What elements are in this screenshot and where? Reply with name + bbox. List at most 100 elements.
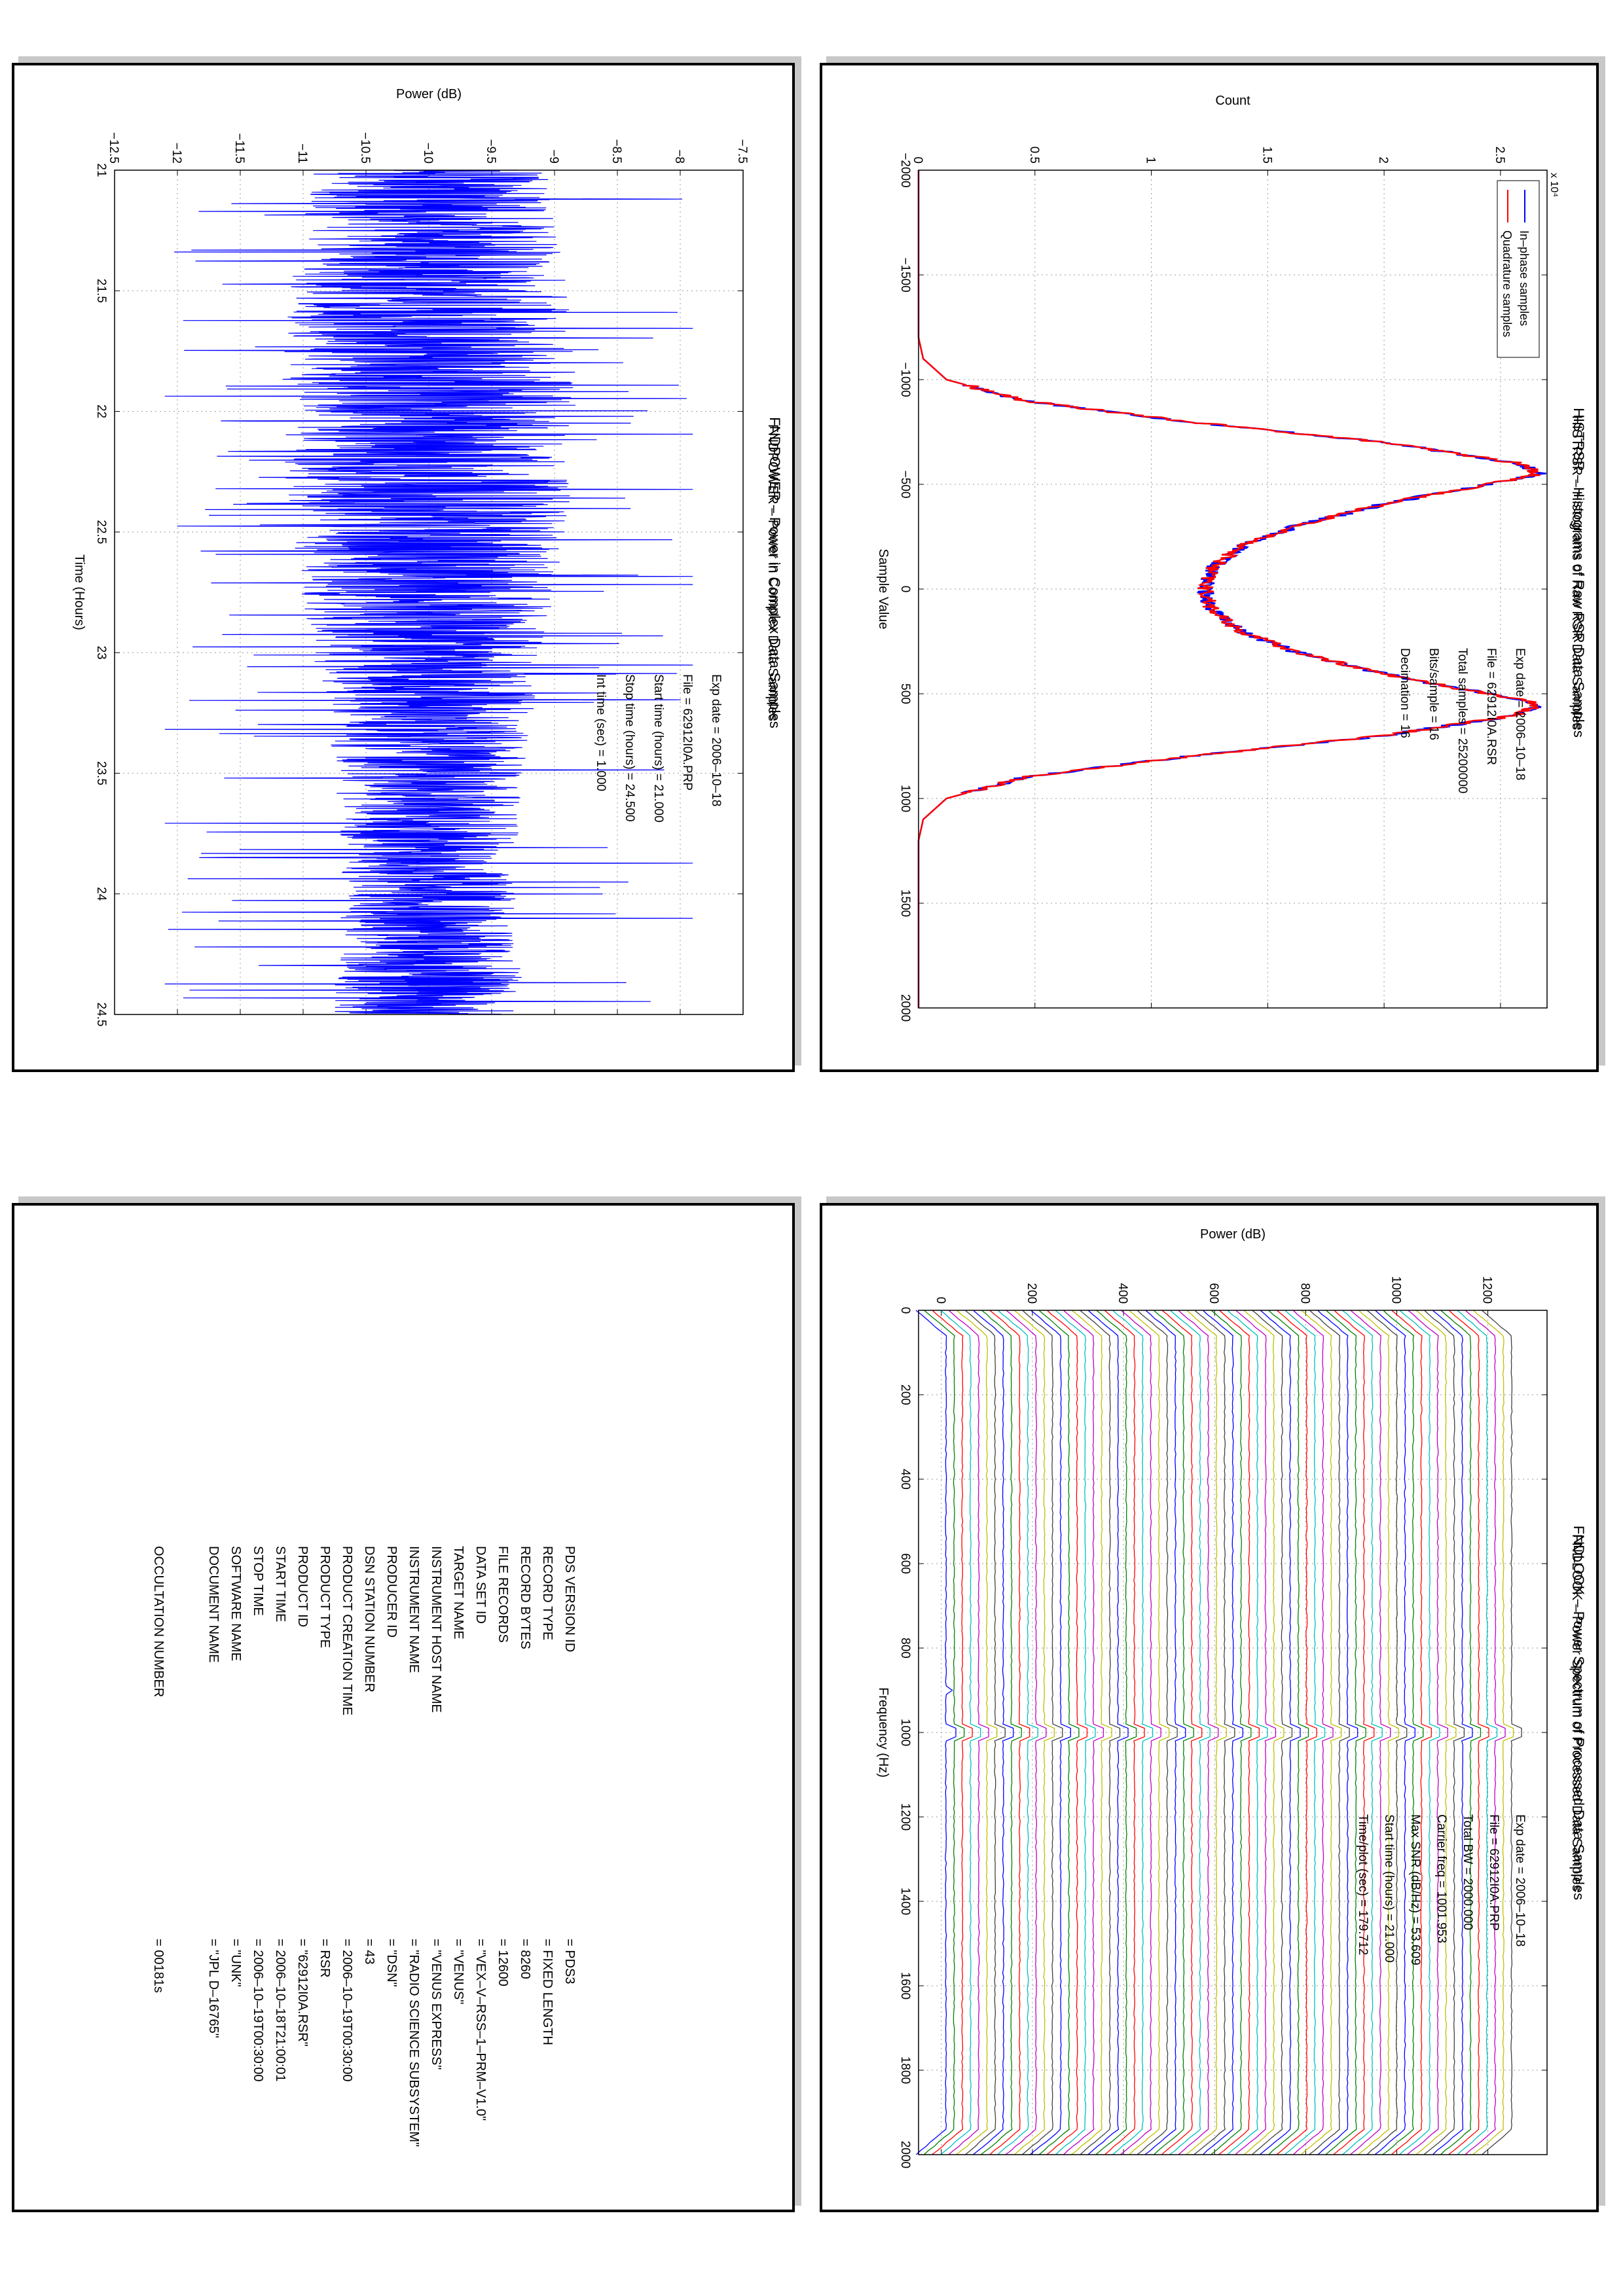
spectrum-line <box>1406 1310 1448 2155</box>
spectrum-line <box>1063 1310 1104 2155</box>
y-axis-label: Power (dB) <box>1200 1227 1266 1242</box>
x-tick-label: 1600 <box>898 1972 912 2000</box>
axes-box <box>918 1310 1548 2155</box>
spectrum-line <box>980 1310 1022 2155</box>
y-axis-label: Power (dB) <box>396 87 462 101</box>
spectrum-line <box>1227 1310 1268 2155</box>
label-field-name: PDS VERSION ID <box>562 1546 577 1653</box>
x-tick-label: 1400 <box>898 1888 912 1915</box>
info-line: Exp date = 2006–10–18 <box>709 674 723 806</box>
spectrum-line <box>1243 1310 1285 2155</box>
legend-label: In–phase samples <box>1518 230 1531 326</box>
x-axis-label: Sample Value <box>876 548 890 629</box>
spectrum-line <box>940 1310 981 2155</box>
spectrum-line <box>1235 1310 1277 2155</box>
y-tick-label: −9 <box>547 149 560 164</box>
spectrum-line <box>1186 1310 1227 2155</box>
fndpower-panel: FNDPOWER – Power in Complex Data Samples… <box>12 63 795 1072</box>
fndlook-panel: FNDLOOK – Power Spectrum of Processed Da… <box>820 1203 1599 2212</box>
label-field-name: DOCUMENT NAME <box>206 1546 221 1663</box>
x-tick-label: 500 <box>898 683 912 704</box>
label-field-value: = "RADIO SCIENCE SUBSYSTEM" <box>407 1939 421 2147</box>
spectra <box>915 1310 1522 2155</box>
y-tick-label: −11.5 <box>232 133 246 164</box>
spectrum-line <box>1129 1310 1170 2155</box>
label-field-value: = 43 <box>362 1939 376 1965</box>
label-field-name: OCCULTATION NUMBER <box>151 1546 166 1698</box>
plot-area <box>919 1310 1547 2155</box>
x-tick-label: −1500 <box>898 257 912 292</box>
x-tick-label: 2000 <box>898 2141 912 2168</box>
label-field-value: = "UNK" <box>228 1939 243 1987</box>
info-line: Start time (hours) = 21.000 <box>651 674 665 823</box>
x-tick-label: 24 <box>94 887 108 901</box>
spectrum-line <box>1309 1310 1350 2155</box>
x-tick-label: 1000 <box>898 1719 912 1746</box>
spectrum-line <box>1300 1310 1342 2155</box>
y-tick-label: 200 <box>1025 1283 1038 1304</box>
x-tick-label: 800 <box>898 1638 912 1659</box>
info-line: Decimation = 16 <box>1398 648 1412 738</box>
spectrum-line <box>1423 1310 1465 2155</box>
label-field-value: = 2006–10–19T00:30:00 <box>251 1939 265 2082</box>
spectrum-line <box>1457 1310 1498 2155</box>
label-field-value: = "DSN" <box>384 1939 399 1987</box>
y-tick-label: −10.5 <box>358 132 372 164</box>
label-field-name: RECORD BYTES <box>518 1546 532 1649</box>
histrsr-rotated-frame: HISTRSR – Histograms of Raw RSR Data Sam… <box>811 65 1596 1080</box>
spectrum-line <box>1087 1310 1129 2155</box>
x-tick-label: 400 <box>898 1469 912 1490</box>
power-series-line <box>164 170 693 1015</box>
info-line: Exp date = 2006–10–18 <box>1513 1814 1527 1946</box>
y-tick-label: −8.5 <box>610 139 623 164</box>
info-line: Int time (sec) = 1.000 <box>594 674 608 791</box>
label-field-value: = "VENUS" <box>451 1939 465 2005</box>
spectrum-line <box>1391 1310 1432 2155</box>
y-tick-label: 1 <box>1144 156 1158 164</box>
x-tick-label: 200 <box>898 1384 912 1405</box>
info-line: Carrier freq = 1001.953 <box>1434 1814 1448 1943</box>
info-line: File = 62912I0A.RSR <box>1484 648 1498 765</box>
y-tick-label: 1200 <box>1480 1276 1494 1304</box>
label-field-value: = 12600 <box>496 1939 510 1986</box>
histrsr-chart: −2000 −1500 −1000 −500 0 500 1000 1500 2000 0 0.5 1… <box>876 94 1584 1022</box>
spectrum-line <box>1013 1310 1055 2155</box>
spectrum-line <box>956 1310 998 2155</box>
spectrum-line <box>1374 1310 1415 2155</box>
fndlook-rotated-frame: FNDLOOK – Power Spectrum of Processed Da… <box>811 1206 1596 2220</box>
spectrum-line <box>1259 1310 1301 2155</box>
spectrum-line <box>1194 1310 1235 2155</box>
label-field-name: PRODUCER ID <box>384 1546 399 1638</box>
y-tick-label: 0 <box>911 156 924 164</box>
info-line: Start time (hours) = 21.000 <box>1382 1814 1396 1963</box>
spectrum-line <box>1415 1310 1457 2155</box>
spectrum-line <box>1440 1310 1482 2155</box>
label-field-value: = PDS3 <box>562 1939 577 1984</box>
label-field-value: = 00181s <box>151 1939 166 1993</box>
label-field-value: = 8260 <box>518 1939 532 1979</box>
label-field-value: = "VENUS EXPRESS" <box>429 1939 443 2070</box>
label-field-name: INSTRUMENT NAME <box>407 1546 421 1674</box>
spectrum-line <box>1080 1310 1121 2155</box>
spectrum-line <box>915 1310 957 2155</box>
spectrum-line <box>1333 1310 1375 2155</box>
x-tick-label: 2000 <box>898 994 912 1022</box>
spectrum-line <box>1029 1310 1071 2155</box>
spectrum-line <box>1112 1310 1154 2155</box>
spectrum-line <box>1169 1310 1211 2155</box>
spectrum-line <box>1218 1310 1260 2155</box>
x-tick-label: 1500 <box>898 889 912 917</box>
spectrum-line <box>1120 1310 1161 2155</box>
spectrum-line <box>1276 1310 1317 2155</box>
axes-box <box>918 170 1548 1009</box>
x-tick-label: 1800 <box>898 2056 912 2084</box>
info-line: Exp date = 2006–10–18 <box>1513 648 1527 780</box>
spectrum-line <box>1341 1310 1383 2155</box>
info-line: Time/plot (sec) = 179.712 <box>1356 1814 1370 1955</box>
x-tick-label: 22.5 <box>94 520 108 544</box>
info-line: Max SNR (dB/Hz) = 53.609 <box>1408 1814 1422 1965</box>
x-tick-label: 24.5 <box>94 1003 108 1027</box>
x-tick-label: 21.5 <box>94 279 108 303</box>
y-tick-label: 400 <box>1116 1283 1129 1304</box>
label-field-name: STOP TIME <box>251 1546 265 1616</box>
